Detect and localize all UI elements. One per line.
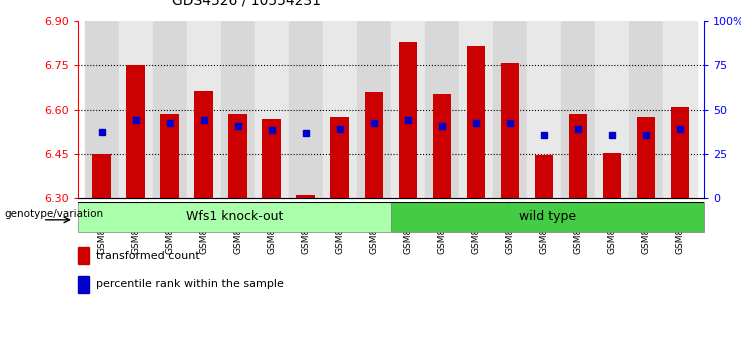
Bar [501, 63, 519, 198]
Bar [425, 21, 459, 198]
Bar [365, 92, 383, 198]
Bar [391, 21, 425, 198]
Bar [119, 21, 153, 198]
Bar [629, 21, 663, 198]
Bar [255, 21, 289, 198]
Bar [391, 202, 704, 232]
Bar [527, 21, 561, 198]
Bar [357, 21, 391, 198]
Text: genotype/variation: genotype/variation [4, 209, 103, 219]
Bar [221, 21, 255, 198]
Bar [323, 21, 357, 198]
Bar [595, 21, 629, 198]
Bar [78, 202, 391, 232]
Text: Wfs1 knock-out: Wfs1 knock-out [186, 210, 283, 223]
Bar [78, 276, 89, 293]
Bar [467, 46, 485, 198]
Bar [561, 21, 595, 198]
Bar [637, 117, 656, 198]
Bar [663, 21, 697, 198]
Bar [535, 155, 554, 198]
Bar [602, 153, 622, 198]
Bar [228, 114, 247, 198]
Bar [330, 117, 349, 198]
Bar [160, 114, 179, 198]
Text: transformed count: transformed count [96, 251, 200, 261]
Bar [493, 21, 527, 198]
Bar [262, 119, 281, 198]
Bar [78, 247, 89, 264]
Bar [459, 21, 493, 198]
Bar [84, 21, 119, 198]
Bar [153, 21, 187, 198]
Bar [568, 114, 588, 198]
Text: GDS4526 / 10554231: GDS4526 / 10554231 [172, 0, 321, 7]
Bar [93, 154, 111, 198]
Bar [296, 195, 315, 198]
Bar [399, 42, 417, 198]
Bar [671, 107, 689, 198]
Bar [126, 65, 145, 198]
Bar [187, 21, 221, 198]
Bar [433, 93, 451, 198]
Text: percentile rank within the sample: percentile rank within the sample [96, 279, 285, 289]
Text: wild type: wild type [519, 210, 576, 223]
Bar [289, 21, 323, 198]
Bar [194, 91, 213, 198]
